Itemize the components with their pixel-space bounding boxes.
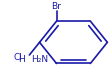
Text: H: H [18,55,25,64]
Text: H₂N: H₂N [31,55,48,64]
Text: Br: Br [51,2,61,11]
Text: Cl: Cl [14,53,22,62]
